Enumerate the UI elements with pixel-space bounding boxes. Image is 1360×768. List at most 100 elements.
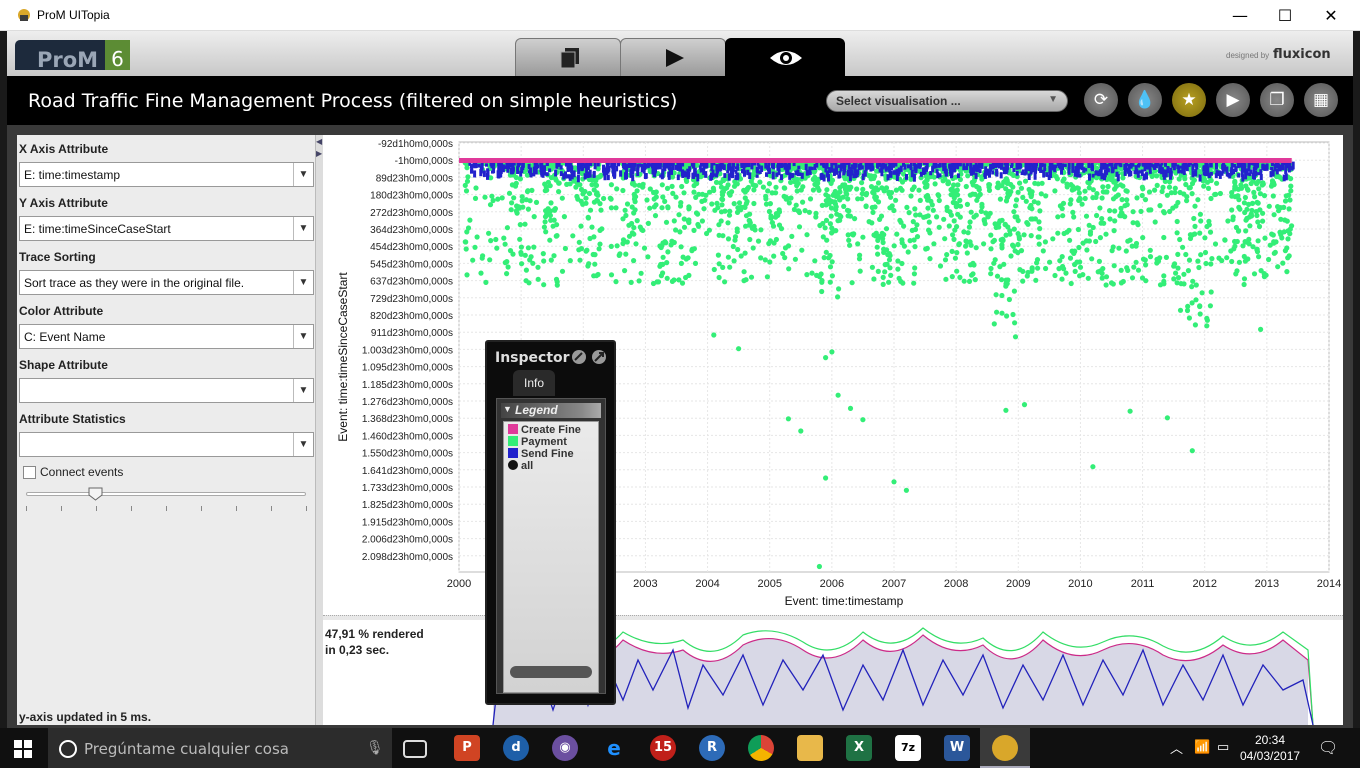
tab-actions[interactable] [620,38,726,76]
payment-point [993,292,999,298]
payment-point [726,190,732,196]
payment-point [1043,193,1049,199]
payment-point [1207,303,1213,309]
send-fine-point [731,167,735,172]
panel-splitter[interactable]: ◀ ▶ [315,135,323,725]
send-fine-point [1162,169,1166,177]
app-d-icon[interactable]: d [503,735,529,761]
payment-point [1246,201,1252,207]
payment-point [1204,323,1210,329]
payment-point [827,252,833,259]
folder-icon[interactable] [797,735,823,761]
refresh-button[interactable]: ⟳ [1084,83,1118,117]
payment-point [1023,198,1029,204]
legend-header[interactable]: ▼ Legend [501,403,601,418]
notification-icon[interactable]: 🗨 [1318,740,1339,757]
payment-point [1186,185,1192,191]
payment-point [1256,254,1262,260]
send-fine-point [888,170,892,178]
payment-point [526,280,532,286]
word-icon[interactable]: W [944,735,970,761]
7zip-icon[interactable]: 7z [895,735,921,761]
tab-views[interactable] [725,38,845,76]
maximize-button[interactable]: ☐ [1277,6,1293,25]
wifi-icon[interactable]: 📶 [1194,739,1211,754]
edge-icon[interactable]: e [607,736,621,760]
slider-track[interactable] [26,492,306,496]
payment-point [1053,173,1059,180]
send-fine-point [753,161,756,166]
send-fine-point [1145,172,1148,180]
grid-icon: ▦ [1312,90,1330,110]
battery-icon[interactable]: ▭ [1217,739,1230,754]
inspector-panel[interactable]: Inspector Info ▼ Legend Create Fine Payme… [485,340,616,705]
detach-icon[interactable] [591,349,607,365]
payment-point [1090,224,1096,231]
payment-point [750,245,756,251]
send-fine-point [909,162,913,171]
tab-info[interactable]: Info [513,370,555,396]
payment-point [515,204,522,210]
payment-point [1120,175,1126,181]
send-fine-point [589,162,593,167]
collapse-left-icon[interactable]: ◀ [316,137,323,146]
chrome-icon[interactable] [748,735,774,761]
visualisation-select[interactable]: Select visualisation ... ▼ [826,90,1068,112]
grid-button[interactable]: ▦ [1304,83,1338,117]
minimize-button[interactable]: — [1232,6,1248,25]
color-button[interactable]: 💧 [1128,83,1162,117]
taskbar-clock[interactable]: 20:34 04/03/2017 [1240,732,1300,764]
taskbar-search[interactable]: Pregúntame cualquier cosa 🎙 [48,728,392,768]
send-fine-point [583,163,587,169]
payment-point [751,187,757,193]
prom-taskbar-item[interactable] [980,728,1030,768]
payment-point [495,196,501,202]
trace-sorting-select[interactable]: Sort trace as they were in the original … [19,270,314,295]
send-fine-point [991,162,995,170]
shape-attribute-select[interactable]: ▼ [19,378,314,403]
tab-workspace[interactable] [515,38,621,76]
attribute-statistics-select[interactable]: ▼ [19,432,314,457]
app-cat-icon[interactable]: ◉ [552,735,578,761]
x-axis-select[interactable]: E: time:timestamp ▼ [19,162,314,187]
play-button[interactable]: ▶ [1216,83,1250,117]
connect-events-checkbox[interactable] [23,466,36,479]
pin-icon[interactable] [571,349,587,365]
payment-point [983,210,989,216]
color-attribute-select[interactable]: C: Event Name ▼ [19,324,314,349]
close-button[interactable]: ✕ [1324,6,1338,25]
slider-thumb[interactable] [88,487,103,501]
microphone-icon[interactable]: 🎙 [366,739,384,755]
legend-list: Create Fine Payment Send Fine all [503,421,599,693]
payment-point [1087,229,1094,235]
y-axis-select[interactable]: E: time:timeSinceCaseStart ▼ [19,216,314,241]
legend-scrollbar[interactable] [510,666,592,678]
r-icon[interactable]: R [699,735,725,761]
payment-point [1177,307,1184,313]
payment-point [617,251,623,257]
payment-point [747,236,753,243]
horizontal-splitter[interactable] [323,615,1343,620]
payment-point [505,264,511,270]
payment-point [1251,271,1258,277]
copy-button[interactable]: ❐ [1260,83,1294,117]
send-fine-point [1232,168,1235,175]
favorite-button[interactable]: ★ [1172,83,1206,117]
payment-point [806,209,812,215]
send-fine-point [627,161,631,166]
task-view-icon[interactable] [403,740,427,758]
powerpoint-icon[interactable]: P [454,735,480,761]
dotted-chart[interactable]: -92d1h0m0,000s-1h0m0,000s89d23h0m0,000s1… [323,135,1343,615]
payment-point [1185,303,1191,309]
send-fine-point [931,165,935,173]
chevron-up-icon[interactable]: ︿ [1170,741,1184,756]
collapse-right-icon[interactable]: ▶ [316,149,323,158]
excel-icon[interactable]: X [846,735,872,761]
payment-point [1246,241,1252,247]
app-15-icon[interactable]: 15 [650,735,676,761]
overview-panel[interactable] [323,620,1343,725]
payment-point [823,217,830,223]
overview-chart [492,627,1314,725]
dotted-chart-panel[interactable]: -92d1h0m0,000s -1h0m0,000s 89d23h0m0,000s 1… [323,135,1343,615]
windows-start-icon[interactable] [14,740,32,758]
